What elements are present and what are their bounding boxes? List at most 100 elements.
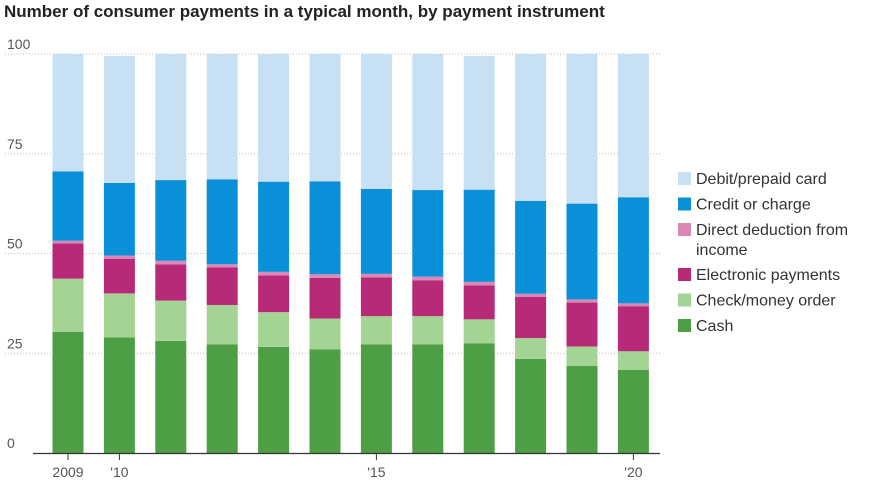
bar-segment — [566, 54, 598, 204]
chart-title: Number of consumer payments in a typical… — [4, 2, 605, 21]
bar-stack — [360, 54, 392, 453]
bar-segment — [309, 318, 341, 350]
legend-item: Credit or charge — [678, 197, 811, 214]
bar-stack — [206, 54, 238, 453]
bar-segment — [103, 258, 135, 294]
bar-segment — [258, 54, 290, 182]
bar-segment — [617, 370, 649, 453]
bar-segment — [515, 338, 547, 359]
legend-swatch — [678, 268, 691, 281]
y-tick-label: 50 — [7, 236, 23, 252]
legend-item: Cash — [678, 318, 733, 335]
bar-segment — [412, 344, 444, 453]
bar-segment — [566, 366, 598, 453]
y-tick-label: 75 — [7, 136, 23, 152]
bar-segment — [309, 54, 341, 182]
bar-segment — [360, 273, 392, 278]
bar-segment — [103, 255, 135, 259]
bar-stack — [52, 54, 84, 453]
bar-segment — [463, 281, 495, 286]
bar-stack — [258, 54, 290, 453]
axes: 100 75 50 25 0 2009 '10 '15 '20 — [7, 36, 660, 480]
y-tick-label: 100 — [7, 36, 31, 52]
legend-label: Check/money order — [696, 293, 836, 310]
bar-segment — [566, 302, 598, 347]
bar-segment — [206, 54, 238, 180]
bar-segment — [52, 243, 84, 279]
legend-label: income — [696, 242, 748, 259]
legend-swatch — [678, 172, 691, 185]
bar-stack — [155, 54, 187, 453]
bar-segment — [566, 203, 598, 300]
legend-label: Cash — [696, 318, 733, 335]
bar-segment — [258, 275, 290, 313]
y-tick-label: 25 — [7, 335, 23, 351]
bar-segment — [258, 312, 290, 347]
bars — [52, 54, 649, 453]
x-tick-label: 2009 — [52, 464, 83, 480]
bar-stack — [617, 54, 649, 453]
bar-segment — [309, 349, 341, 453]
bar-segment — [617, 306, 649, 352]
bar-segment — [258, 271, 290, 276]
legend-label: Debit/prepaid card — [696, 171, 827, 188]
x-tick-label: '20 — [624, 464, 642, 480]
legend-label: Electronic payments — [696, 267, 840, 284]
legend-label: Direct deduction from — [696, 222, 848, 239]
bar-segment — [566, 346, 598, 367]
bar-segment — [206, 267, 238, 305]
bar-segment — [463, 319, 495, 344]
bar-stack — [566, 54, 598, 453]
bar-segment — [155, 264, 187, 301]
y-tick-label: 0 — [7, 435, 15, 451]
legend-swatch — [678, 223, 691, 236]
bar-segment — [463, 189, 495, 282]
bar-segment — [463, 343, 495, 453]
bar-segment — [103, 293, 135, 338]
bar-segment — [515, 358, 547, 453]
bar-segment — [103, 55, 135, 183]
bar-segment — [52, 278, 84, 332]
bar-segment — [52, 54, 84, 172]
legend-item: Debit/prepaid card — [678, 171, 827, 188]
bar-segment — [206, 179, 238, 265]
bar-stack — [412, 54, 444, 453]
bar-stack — [463, 55, 495, 453]
bar-segment — [412, 316, 444, 345]
bar-segment — [617, 54, 649, 198]
bar-segment — [412, 54, 444, 191]
bar-segment — [155, 180, 187, 261]
bar-segment — [52, 240, 84, 244]
bar-segment — [463, 285, 495, 320]
bar-segment — [360, 316, 392, 345]
x-tick-label: '10 — [110, 464, 128, 480]
bar-stack — [515, 54, 547, 453]
bar-segment — [617, 351, 649, 371]
legend-item: Direct deduction from income — [678, 222, 848, 259]
bar-segment — [206, 344, 238, 453]
bar-segment — [515, 54, 547, 201]
bar-segment — [155, 54, 187, 181]
bar-segment — [412, 276, 444, 281]
bar-segment — [515, 296, 547, 339]
bar-segment — [206, 264, 238, 268]
legend-swatch — [678, 293, 691, 307]
bar-segment — [103, 182, 135, 256]
legend: Debit/prepaid card Credit or charge Direct… — [678, 171, 848, 335]
bar-segment — [258, 181, 290, 272]
bar-segment — [360, 188, 392, 274]
bar-segment — [206, 304, 238, 345]
x-tick-label: '15 — [367, 464, 385, 480]
bar-segment — [103, 337, 135, 453]
bar-stack — [309, 54, 341, 453]
bar-segment — [309, 277, 341, 319]
bar-segment — [309, 274, 341, 278]
bar-stack — [103, 55, 135, 453]
bar-segment — [566, 299, 598, 303]
bar-segment — [258, 346, 290, 453]
bar-segment — [412, 280, 444, 317]
legend-item: Check/money order — [678, 293, 836, 310]
bar-segment — [515, 293, 547, 297]
bar-segment — [155, 300, 187, 341]
